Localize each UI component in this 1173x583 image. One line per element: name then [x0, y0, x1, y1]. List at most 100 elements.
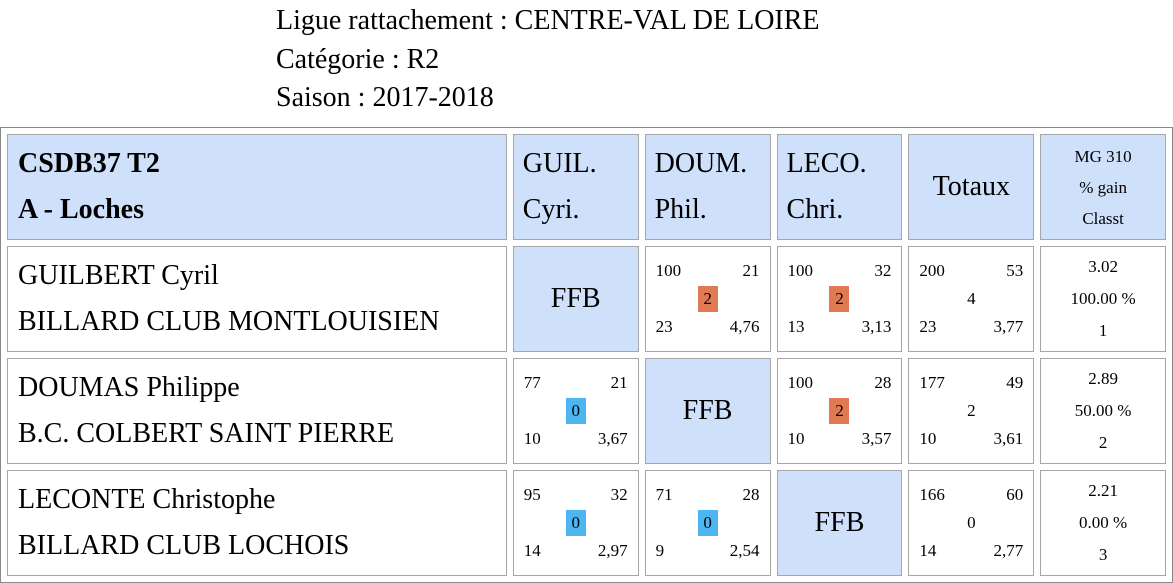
innings: 32 — [874, 261, 892, 280]
points: 100 — [787, 261, 814, 280]
mg-value: 3.02 — [1088, 257, 1118, 276]
stats-header-rank: Classt — [1082, 208, 1124, 228]
total-match-points: 4 — [967, 289, 976, 308]
average: 3,67 — [597, 429, 628, 448]
best-run: 23 — [919, 317, 937, 336]
average: 3,57 — [861, 429, 892, 448]
points: 71 — [655, 485, 673, 504]
player-header-3: LECO. Chri. — [776, 134, 903, 240]
match-points-badge: 2 — [829, 398, 850, 424]
innings: 21 — [742, 261, 760, 280]
total-innings: 53 — [1006, 261, 1024, 280]
rank: 2 — [1098, 433, 1108, 452]
gain-percent: 50.00 % — [1074, 401, 1132, 420]
total-points: 166 — [919, 485, 945, 504]
result-cell: 100 28 2 10 3,57 — [776, 358, 903, 464]
total-points: 200 — [919, 261, 945, 280]
total-innings: 60 — [1006, 485, 1024, 504]
player-club: BILLARD CLUB LOCHOIS — [18, 530, 350, 561]
table-row: DOUMAS Philippe B.C. COLBERT SAINT PIERR… — [7, 358, 1166, 464]
totals-cell: 177 49 2 10 3,61 — [908, 358, 1035, 464]
results-table: CSDB37 T2 A - Loches GUIL. Cyri. DOUM. P… — [0, 127, 1173, 583]
match-points-badge: 0 — [697, 510, 718, 536]
player-header-line1: LECO. — [786, 148, 867, 179]
totals-cell: 200 53 4 23 3,77 — [908, 246, 1035, 352]
points: 100 — [655, 261, 682, 280]
total-innings: 49 — [1006, 373, 1024, 392]
player-header-line2: Chri. — [786, 194, 844, 225]
player-name: GUILBERT Cyril — [18, 260, 219, 291]
average: 4,76 — [729, 317, 760, 336]
average: 3,13 — [861, 317, 892, 336]
page-header: Ligue rattachement : CENTRE-VAL DE LOIRE… — [276, 2, 820, 118]
player-name: LECONTE Christophe — [18, 484, 276, 515]
overall-average: 2,77 — [993, 541, 1024, 560]
result-cell: 95 32 0 14 2,97 — [512, 470, 639, 576]
rank: 1 — [1098, 321, 1108, 340]
high-run: 23 — [655, 317, 673, 336]
stats-header: MG 310 % gain Classt — [1040, 134, 1166, 240]
player-cell: GUILBERT Cyril BILLARD CLUB MONTLOUISIEN — [7, 246, 507, 352]
stats-cell: 2.21 0.00 % 3 — [1040, 470, 1166, 576]
overall-average: 3,61 — [993, 429, 1024, 448]
stats-header-gain: % gain — [1079, 177, 1127, 197]
total-points: 177 — [919, 373, 945, 392]
high-run: 10 — [787, 429, 805, 448]
innings: 28 — [874, 373, 892, 392]
average: 2,97 — [597, 541, 628, 560]
points: 77 — [523, 373, 541, 392]
player-cell: LECONTE Christophe BILLARD CLUB LOCHOIS — [7, 470, 507, 576]
totals-cell: 166 60 0 14 2,77 — [908, 470, 1035, 576]
mg-value: 2.89 — [1088, 369, 1118, 388]
high-run: 10 — [523, 429, 541, 448]
player-header-2: DOUM. Phil. — [644, 134, 771, 240]
player-header-line1: DOUM. — [654, 148, 748, 179]
rank: 3 — [1098, 545, 1108, 564]
result-cell: 77 21 0 10 3,67 — [512, 358, 639, 464]
match-points-badge: 0 — [565, 510, 586, 536]
player-club: BILLARD CLUB MONTLOUISIEN — [18, 306, 440, 337]
table-header-row: CSDB37 T2 A - Loches GUIL. Cyri. DOUM. P… — [7, 134, 1166, 240]
stats-cell: 3.02 100.00 % 1 — [1040, 246, 1166, 352]
table-row: LECONTE Christophe BILLARD CLUB LOCHOIS … — [7, 470, 1166, 576]
result-cell: 71 28 0 9 2,54 — [644, 470, 771, 576]
table-row: GUILBERT Cyril BILLARD CLUB MONTLOUISIEN… — [7, 246, 1166, 352]
match-points-badge: 0 — [565, 398, 586, 424]
points: 95 — [523, 485, 541, 504]
ffb-cell: FFB — [644, 358, 771, 464]
result-cell: 100 32 2 13 3,13 — [776, 246, 903, 352]
gain-percent: 0.00 % — [1079, 513, 1128, 532]
stats-cell: 2.89 50.00 % 2 — [1040, 358, 1166, 464]
match-points-badge: 2 — [697, 286, 718, 312]
team-location: A - Loches — [18, 194, 144, 225]
player-cell: DOUMAS Philippe B.C. COLBERT SAINT PIERR… — [7, 358, 507, 464]
overall-average: 3,77 — [993, 317, 1024, 336]
innings: 21 — [610, 373, 628, 392]
ffb-cell: FFB — [776, 470, 903, 576]
categorie-line: Catégorie : R2 — [276, 43, 440, 75]
ligue-line: Ligue rattachement : CENTRE-VAL DE LOIRE — [276, 5, 820, 36]
saison-line: Saison : 2017-2018 — [276, 82, 494, 113]
average: 2,54 — [729, 541, 760, 560]
stats-header-mg: MG 310 — [1074, 146, 1132, 166]
gain-percent: 100.00 % — [1070, 289, 1136, 308]
total-match-points: 2 — [967, 401, 976, 420]
ffb-cell: FFB — [512, 246, 639, 352]
high-run: 14 — [523, 541, 541, 560]
totals-header: Totaux — [908, 134, 1035, 240]
innings: 28 — [742, 485, 760, 504]
best-run: 10 — [919, 429, 937, 448]
player-header-line1: GUIL. — [522, 148, 597, 179]
innings: 32 — [610, 485, 628, 504]
team-header: CSDB37 T2 A - Loches — [7, 134, 507, 240]
player-header-line2: Phil. — [654, 194, 707, 225]
player-club: B.C. COLBERT SAINT PIERRE — [18, 418, 395, 449]
player-header-line2: Cyri. — [522, 194, 580, 225]
player-header-1: GUIL. Cyri. — [512, 134, 639, 240]
total-match-points: 0 — [967, 513, 976, 532]
best-run: 14 — [919, 541, 937, 560]
points: 100 — [787, 373, 814, 392]
team-name: CSDB37 T2 — [18, 148, 160, 179]
result-cell: 100 21 2 23 4,76 — [644, 246, 771, 352]
high-run: 13 — [787, 317, 805, 336]
